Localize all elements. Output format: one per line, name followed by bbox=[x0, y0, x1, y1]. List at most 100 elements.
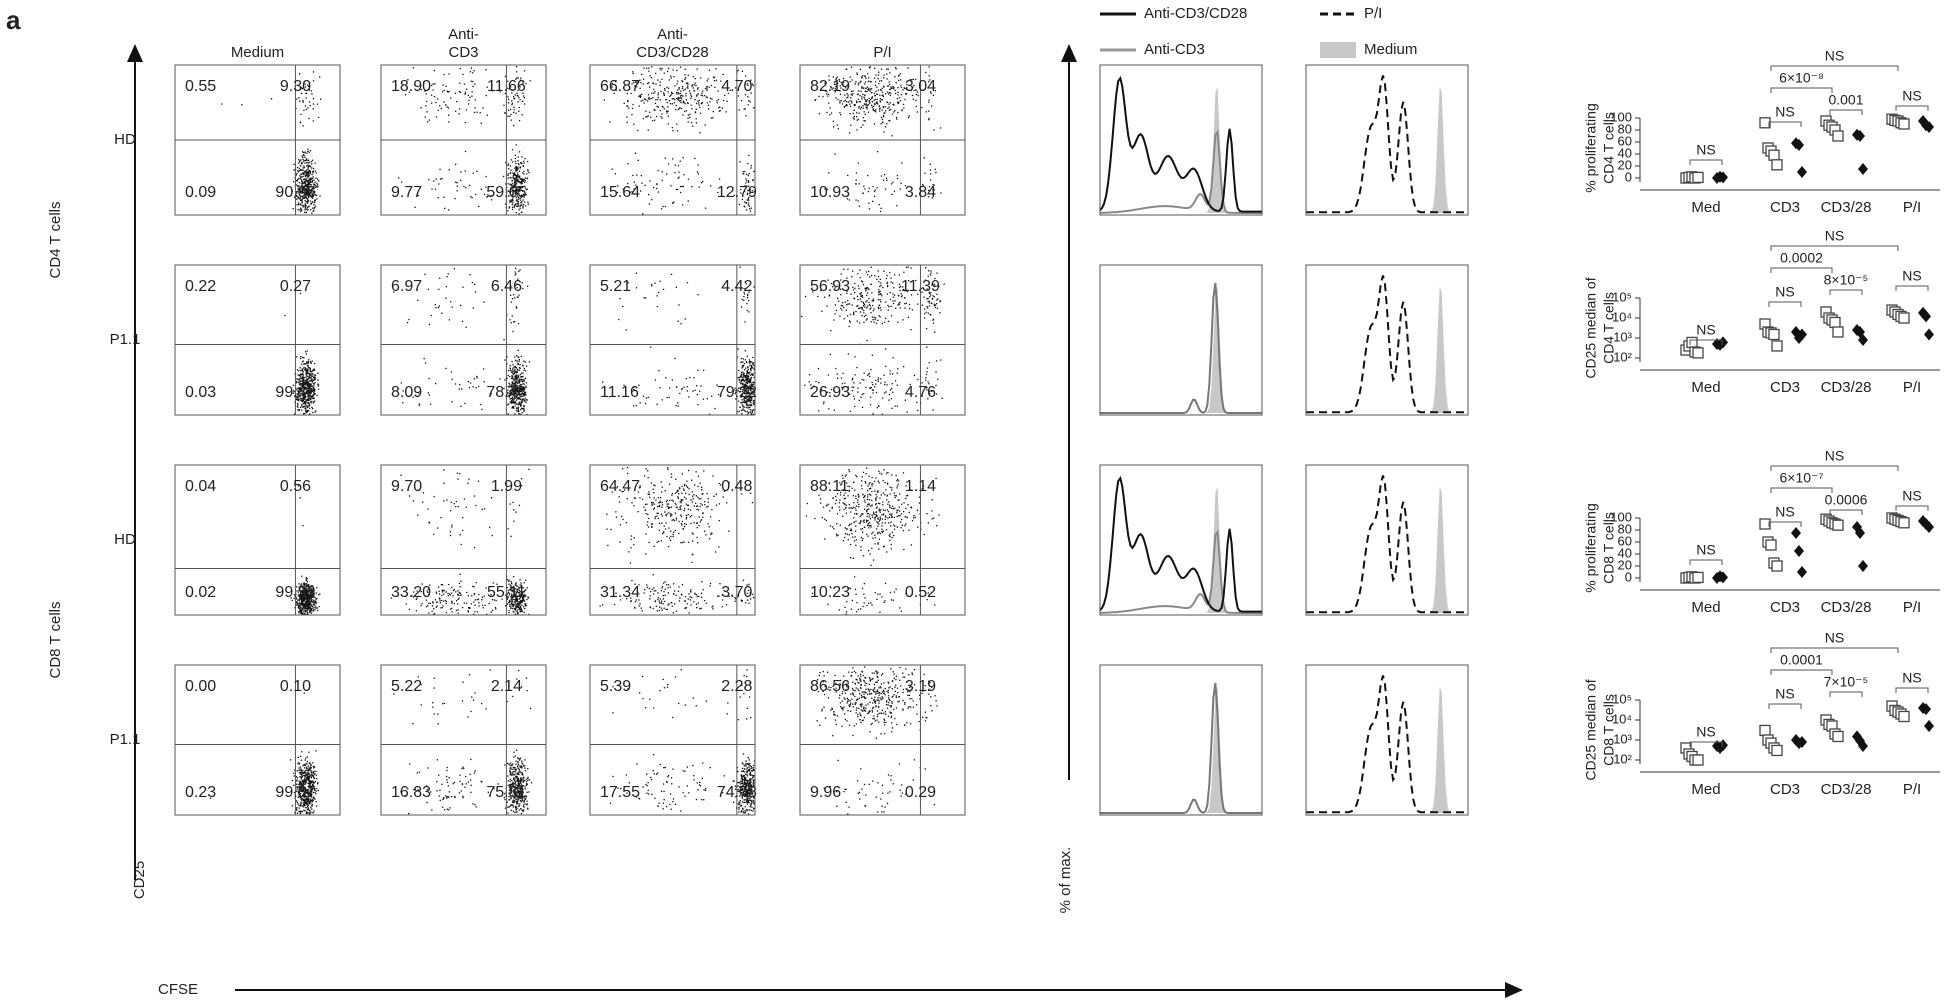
event-dot bbox=[301, 594, 303, 596]
event-dot bbox=[749, 411, 752, 413]
event-dot bbox=[489, 526, 491, 528]
event-dot bbox=[511, 402, 513, 404]
event-dot bbox=[442, 605, 444, 607]
event-dot bbox=[313, 596, 315, 599]
event-dot bbox=[522, 597, 525, 599]
event-dot bbox=[684, 68, 686, 70]
event-dot bbox=[301, 399, 304, 401]
event-dot bbox=[437, 197, 439, 199]
event-dot bbox=[753, 286, 755, 288]
event-dot bbox=[309, 610, 312, 612]
event-dot bbox=[307, 175, 309, 177]
event-dot bbox=[301, 575, 303, 577]
event-dot bbox=[898, 286, 901, 288]
event-dot bbox=[515, 389, 517, 391]
event-dot bbox=[877, 306, 879, 308]
event-dot bbox=[293, 593, 296, 596]
event-dot bbox=[316, 184, 319, 186]
event-dot bbox=[306, 388, 308, 390]
event-dot bbox=[311, 159, 314, 161]
event-dot bbox=[307, 107, 309, 109]
event-dot bbox=[515, 162, 517, 165]
event-dot bbox=[740, 391, 742, 393]
event-dot bbox=[753, 409, 755, 411]
event-dot bbox=[431, 188, 433, 190]
event-dot bbox=[306, 597, 308, 599]
event-dot bbox=[313, 362, 316, 365]
event-dot bbox=[516, 371, 518, 373]
plot-frame bbox=[799, 264, 966, 416]
event-dot bbox=[673, 102, 676, 104]
event-dot bbox=[640, 82, 642, 84]
event-dot bbox=[297, 188, 299, 190]
event-dot bbox=[866, 294, 868, 297]
event-dot bbox=[753, 395, 756, 397]
event-dot bbox=[917, 94, 919, 97]
event-dot bbox=[881, 99, 883, 101]
event-dot bbox=[912, 86, 914, 88]
event-dot bbox=[521, 185, 524, 188]
event-dot bbox=[300, 604, 302, 607]
event-dot bbox=[515, 599, 517, 601]
event-dot bbox=[928, 110, 930, 112]
event-dot bbox=[668, 79, 670, 81]
event-dot bbox=[932, 94, 935, 96]
event-dot bbox=[843, 105, 846, 108]
event-dot bbox=[311, 585, 313, 587]
event-dot bbox=[469, 382, 472, 384]
event-dot bbox=[694, 111, 697, 113]
event-dot bbox=[878, 291, 880, 293]
row-label: P1.1 bbox=[110, 331, 141, 348]
event-dot bbox=[846, 198, 849, 200]
event-dot bbox=[504, 379, 506, 381]
event-dot bbox=[306, 186, 308, 188]
event-dot bbox=[478, 605, 480, 607]
event-dot bbox=[710, 84, 713, 87]
event-dot bbox=[292, 208, 294, 210]
event-dot bbox=[307, 183, 309, 186]
event-dot bbox=[312, 171, 314, 173]
event-dot bbox=[300, 387, 303, 390]
event-dot bbox=[745, 393, 747, 395]
event-dot bbox=[510, 587, 512, 589]
event-dot bbox=[878, 105, 880, 107]
event-dot bbox=[901, 109, 903, 111]
event-dot bbox=[525, 189, 527, 191]
event-dot bbox=[652, 82, 655, 85]
event-dot bbox=[518, 591, 520, 594]
event-dot bbox=[284, 314, 286, 317]
event-dot bbox=[308, 376, 310, 378]
event-dot bbox=[507, 393, 509, 395]
event-dot bbox=[457, 603, 459, 605]
event-dot bbox=[303, 160, 305, 162]
event-dot bbox=[659, 67, 661, 70]
event-dot bbox=[483, 368, 485, 370]
event-dot bbox=[299, 606, 301, 608]
event-dot bbox=[645, 110, 647, 112]
event-dot bbox=[686, 87, 688, 89]
column-header: Anti- bbox=[448, 26, 479, 43]
event-dot bbox=[415, 610, 417, 612]
event-dot bbox=[303, 178, 305, 180]
event-dot bbox=[622, 305, 624, 308]
event-dot bbox=[638, 95, 640, 97]
event-dot bbox=[300, 208, 302, 210]
event-dot bbox=[449, 594, 451, 596]
event-dot bbox=[739, 387, 741, 389]
event-dot bbox=[459, 67, 461, 70]
event-dot bbox=[516, 592, 518, 594]
event-dot bbox=[878, 289, 880, 291]
event-dot bbox=[676, 97, 678, 99]
event-dot bbox=[888, 106, 890, 108]
event-dot bbox=[505, 161, 507, 164]
event-dot bbox=[517, 77, 519, 79]
event-dot bbox=[744, 379, 747, 381]
event-dot bbox=[897, 87, 899, 89]
event-dot bbox=[516, 200, 519, 202]
event-dot bbox=[508, 612, 510, 614]
event-dot bbox=[301, 394, 304, 396]
event-dot bbox=[652, 97, 654, 99]
event-dot bbox=[476, 375, 478, 378]
event-dot bbox=[451, 401, 453, 403]
event-dot bbox=[856, 116, 858, 118]
